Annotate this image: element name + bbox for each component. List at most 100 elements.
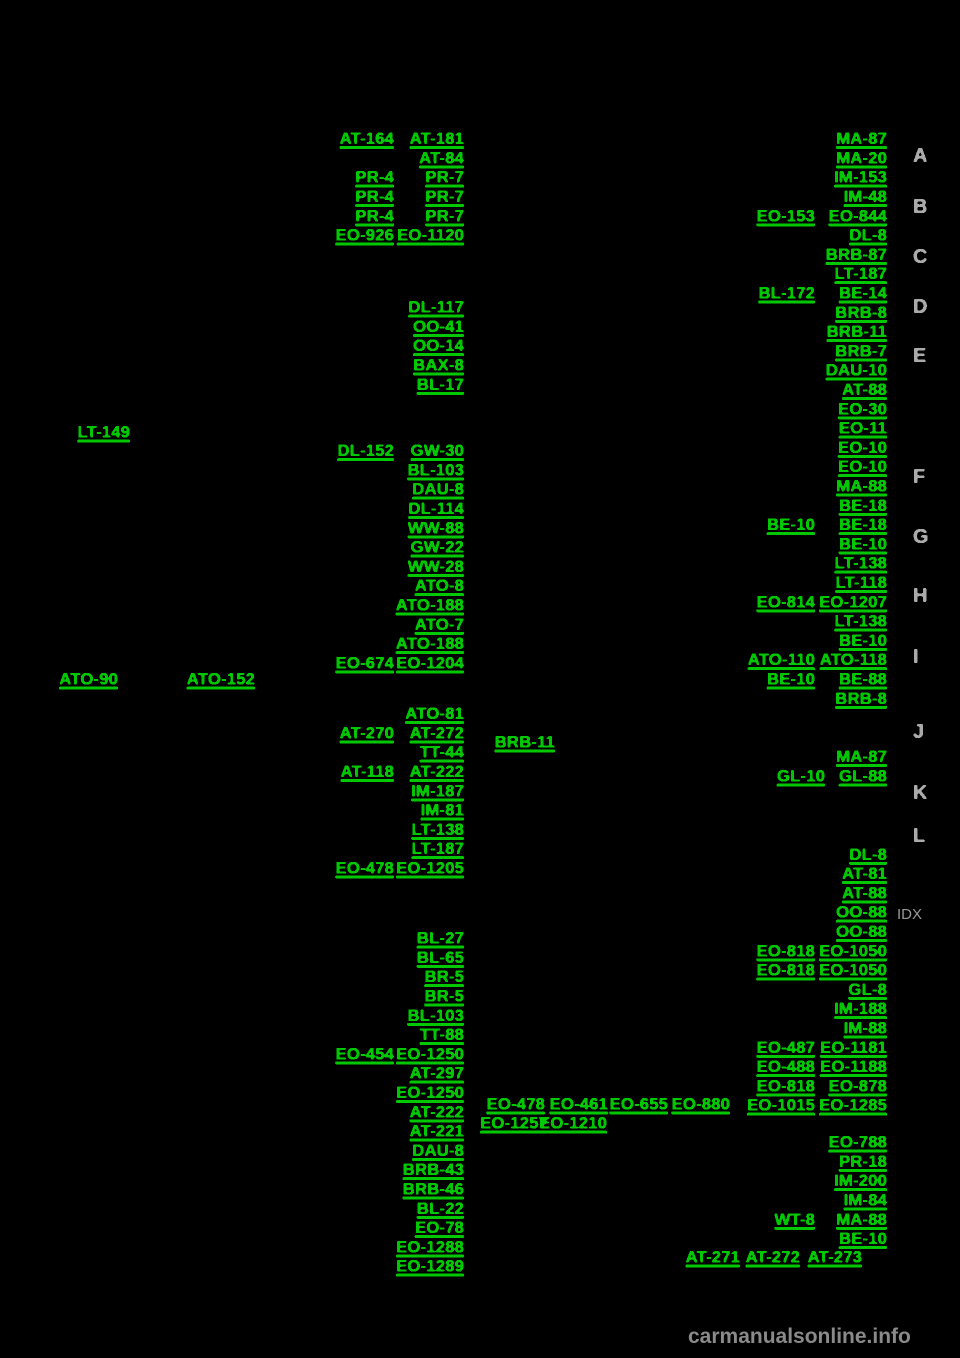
svg-text:MA-88: MA-88 bbox=[836, 477, 887, 496]
svg-text:BL-65: BL-65 bbox=[417, 948, 464, 967]
svg-text:BL-172: BL-172 bbox=[758, 284, 815, 303]
svg-text:PR-4: PR-4 bbox=[355, 187, 394, 206]
svg-text:PR-4: PR-4 bbox=[355, 206, 394, 225]
svg-text:IM-200: IM-200 bbox=[834, 1171, 887, 1190]
svg-text:EO-11: EO-11 bbox=[839, 419, 887, 438]
svg-text:WT-8: WT-8 bbox=[774, 1210, 815, 1229]
svg-text:EO-655: EO-655 bbox=[609, 1094, 668, 1113]
svg-text:IM-84: IM-84 bbox=[844, 1191, 888, 1210]
svg-text:BE-10: BE-10 bbox=[839, 631, 887, 650]
svg-text:D: D bbox=[913, 296, 927, 318]
svg-text:IM-88: IM-88 bbox=[844, 1019, 887, 1038]
svg-text:WW-28: WW-28 bbox=[408, 557, 464, 576]
svg-text:EO-926: EO-926 bbox=[335, 226, 394, 245]
svg-text:AT-222: AT-222 bbox=[410, 1102, 465, 1121]
svg-text:ATO-152: ATO-152 bbox=[187, 670, 255, 689]
svg-text:TT-88: TT-88 bbox=[420, 1025, 464, 1044]
svg-text:EO-30: EO-30 bbox=[838, 399, 887, 418]
svg-text:EO-487: EO-487 bbox=[756, 1038, 815, 1057]
svg-text:GL-88: GL-88 bbox=[839, 767, 887, 786]
svg-text:LT-118: LT-118 bbox=[835, 573, 887, 592]
svg-text:BRB-11: BRB-11 bbox=[495, 733, 555, 752]
svg-text:L: L bbox=[913, 825, 925, 847]
svg-text:ATO-188: ATO-188 bbox=[396, 596, 464, 615]
svg-text:BR-5: BR-5 bbox=[424, 967, 464, 986]
svg-text:DL-114: DL-114 bbox=[408, 499, 464, 518]
svg-text:G: G bbox=[913, 526, 929, 548]
svg-text:A: A bbox=[913, 145, 927, 167]
svg-text:DL-8: DL-8 bbox=[849, 845, 887, 864]
svg-text:ATO-81: ATO-81 bbox=[405, 704, 464, 723]
svg-text:EO-454: EO-454 bbox=[335, 1044, 394, 1063]
svg-text:EO-1250: EO-1250 bbox=[396, 1083, 464, 1102]
svg-text:EO-878: EO-878 bbox=[828, 1076, 887, 1095]
svg-text:BE-18: BE-18 bbox=[839, 515, 887, 534]
svg-text:BRB-8: BRB-8 bbox=[835, 303, 887, 322]
svg-text:BRB-43: BRB-43 bbox=[403, 1160, 464, 1179]
svg-text:DL-152: DL-152 bbox=[337, 441, 394, 460]
svg-text:IM-48: IM-48 bbox=[844, 187, 887, 206]
svg-text:BL-103: BL-103 bbox=[407, 1006, 464, 1025]
svg-text:F: F bbox=[913, 466, 925, 488]
svg-text:OO-88: OO-88 bbox=[836, 922, 887, 941]
svg-text:K: K bbox=[913, 782, 928, 804]
svg-text:EO-814: EO-814 bbox=[756, 592, 815, 611]
svg-text:IM-187: IM-187 bbox=[411, 781, 464, 800]
svg-text:BE-10: BE-10 bbox=[767, 670, 815, 689]
svg-text:EO-1015: EO-1015 bbox=[747, 1096, 815, 1115]
svg-text:BRB-8: BRB-8 bbox=[835, 689, 887, 708]
svg-text:BE-10: BE-10 bbox=[767, 515, 815, 534]
svg-text:BE-10: BE-10 bbox=[839, 534, 887, 553]
svg-text:PR-7: PR-7 bbox=[425, 168, 464, 187]
svg-text:AT-272: AT-272 bbox=[746, 1248, 801, 1267]
svg-text:B: B bbox=[913, 196, 927, 218]
svg-text:BE-88: BE-88 bbox=[839, 670, 887, 689]
svg-text:TT-44: TT-44 bbox=[420, 743, 465, 762]
svg-text:IM-153: IM-153 bbox=[834, 168, 887, 187]
svg-text:LT-187: LT-187 bbox=[411, 839, 464, 858]
svg-text:EO-1050: EO-1050 bbox=[819, 941, 887, 960]
svg-text:EO-1285: EO-1285 bbox=[819, 1096, 887, 1115]
svg-text:EO-461: EO-461 bbox=[549, 1094, 608, 1113]
svg-text:EO-78: EO-78 bbox=[415, 1218, 464, 1237]
svg-text:C: C bbox=[913, 246, 927, 268]
svg-text:EO-1288: EO-1288 bbox=[396, 1237, 464, 1256]
svg-text:WW-88: WW-88 bbox=[408, 518, 464, 537]
svg-text:AT-273: AT-273 bbox=[808, 1248, 863, 1267]
svg-text:MA-87: MA-87 bbox=[836, 747, 887, 766]
svg-text:AT-221: AT-221 bbox=[410, 1122, 465, 1141]
svg-text:BL-17: BL-17 bbox=[417, 375, 464, 394]
svg-text:LT-187: LT-187 bbox=[834, 264, 887, 283]
svg-text:I: I bbox=[913, 646, 919, 668]
svg-text:EO-153: EO-153 bbox=[756, 206, 815, 225]
svg-text:BRB-11: BRB-11 bbox=[827, 322, 887, 341]
svg-text:DL-8: DL-8 bbox=[849, 226, 887, 245]
svg-text:ATO-188: ATO-188 bbox=[396, 634, 464, 653]
svg-text:EO-478: EO-478 bbox=[486, 1094, 545, 1113]
svg-text:AT-84: AT-84 bbox=[419, 148, 465, 167]
svg-text:LT-138: LT-138 bbox=[834, 554, 887, 573]
svg-text:BE-10: BE-10 bbox=[839, 1229, 887, 1248]
svg-text:E: E bbox=[913, 345, 926, 367]
svg-text:J: J bbox=[913, 721, 924, 743]
svg-text:MA-20: MA-20 bbox=[836, 148, 887, 167]
svg-text:EO-1250: EO-1250 bbox=[396, 1044, 464, 1063]
svg-text:EO-1204: EO-1204 bbox=[396, 653, 465, 672]
svg-text:OO-14: OO-14 bbox=[413, 336, 465, 355]
svg-text:AT-88: AT-88 bbox=[842, 380, 887, 399]
svg-text:IM-188: IM-188 bbox=[834, 999, 887, 1018]
svg-text:EO-818: EO-818 bbox=[756, 1076, 815, 1095]
svg-text:ATO-7: ATO-7 bbox=[415, 615, 464, 634]
svg-text:BL-22: BL-22 bbox=[417, 1199, 464, 1218]
svg-text:OO-41: OO-41 bbox=[413, 317, 464, 336]
svg-text:AT-118: AT-118 bbox=[340, 762, 394, 781]
svg-text:PR-7: PR-7 bbox=[425, 206, 464, 225]
svg-text:EO-1120: EO-1120 bbox=[397, 226, 464, 245]
svg-text:IM-81: IM-81 bbox=[421, 801, 464, 820]
svg-text:BE-14: BE-14 bbox=[839, 284, 888, 303]
svg-text:ATO-90: ATO-90 bbox=[59, 670, 118, 689]
svg-text:EO-488: EO-488 bbox=[756, 1057, 815, 1076]
svg-text:AT-181: AT-181 bbox=[410, 129, 465, 148]
svg-text:BRB-7: BRB-7 bbox=[835, 341, 887, 360]
svg-text:BL-103: BL-103 bbox=[407, 460, 464, 479]
